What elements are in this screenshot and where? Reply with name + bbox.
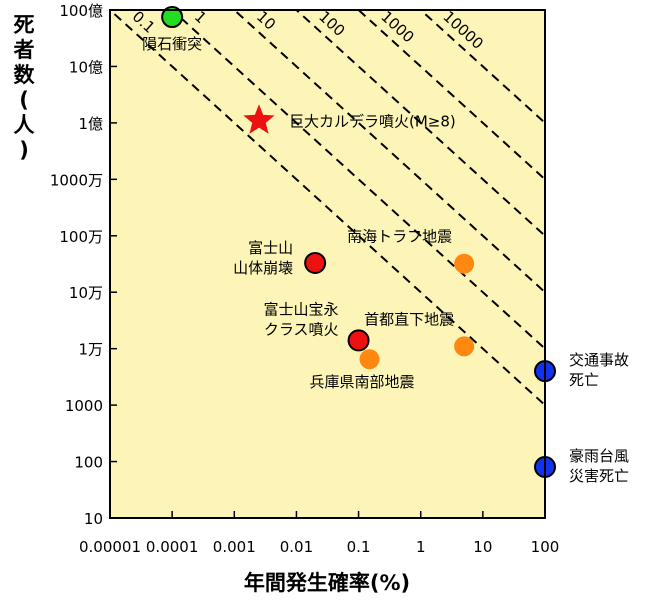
point-label: 巨大カルデラ噴火(M≥8) xyxy=(289,113,456,131)
plot-frame xyxy=(109,9,546,519)
risk-lines xyxy=(110,10,545,407)
point-label: 災害死亡 xyxy=(569,467,629,485)
point-label: 首都直下地震 xyxy=(364,310,454,328)
y-axis-title-char: ( xyxy=(19,88,29,112)
point-label: 交通事故 xyxy=(569,351,629,369)
point-marker xyxy=(454,253,475,274)
point-label: 死亡 xyxy=(569,371,599,389)
point-label: クラス噴火 xyxy=(264,320,339,338)
x-tick-label: 1 xyxy=(416,538,426,556)
y-axis-title-char: 人 xyxy=(14,113,35,137)
point-label: 南海トラフ地震 xyxy=(347,228,452,246)
y-tick-label: 1000 xyxy=(65,397,103,415)
point-marker xyxy=(304,251,327,274)
x-tick-label: 0.001 xyxy=(213,538,256,556)
risk-line xyxy=(294,10,545,238)
point-marker xyxy=(454,336,475,357)
y-tick-label: 10億 xyxy=(69,58,103,76)
point-label: 山体崩壊 xyxy=(233,259,293,277)
point-marker xyxy=(161,6,184,29)
point-label: 隕石衝突 xyxy=(142,35,202,53)
plot-background xyxy=(110,10,545,518)
y-axis-title-char: ) xyxy=(19,138,29,162)
data-points xyxy=(161,6,556,479)
point-marker xyxy=(359,349,380,370)
point-marker xyxy=(243,104,275,134)
x-tick-label: 0.1 xyxy=(347,538,371,556)
y-tick-label: 100億 xyxy=(59,2,103,20)
y-axis-title: 死者数(人) xyxy=(14,13,36,162)
y-tick-label: 10 xyxy=(84,510,103,528)
point-label: 富士山宝永 xyxy=(264,300,339,318)
point-label: 富士山 xyxy=(248,239,293,257)
x-tick-label: 100 xyxy=(531,538,560,556)
x-tick-label: 0.0001 xyxy=(146,538,199,556)
x-axis-title: 年間発生確率(%) xyxy=(244,571,410,595)
y-tick-label: 100万 xyxy=(59,228,103,246)
y-axis-title-char: 死 xyxy=(14,13,35,37)
y-tick-label: 1000万 xyxy=(50,171,103,189)
risk-line xyxy=(110,10,545,407)
y-axis-title-char: 数 xyxy=(14,63,36,87)
risk-line xyxy=(232,10,545,294)
risk-line xyxy=(170,10,545,351)
y-tick-label: 1万 xyxy=(78,341,103,359)
x-tick-label: 0.01 xyxy=(280,538,313,556)
point-label: 豪雨台風 xyxy=(569,447,629,465)
x-tick-label: 0.00001 xyxy=(79,538,141,556)
y-tick-label: 10万 xyxy=(69,284,103,302)
point-marker xyxy=(347,329,370,352)
x-tick-label: 10 xyxy=(473,538,492,556)
point-label: 兵庫県南部地震 xyxy=(310,373,415,391)
x-axis-ticks: 0.00001 0.0001 0.001 0.01 0.1 1 10 100 xyxy=(79,511,559,556)
y-axis-ticks: 10 100 1000 1万 10万 100万 1000万 1億 10億 100億 xyxy=(50,2,117,528)
y-axis-title-char: 者 xyxy=(14,38,35,62)
y-tick-label: 100 xyxy=(74,454,103,472)
y-tick-label: 1億 xyxy=(78,115,103,133)
